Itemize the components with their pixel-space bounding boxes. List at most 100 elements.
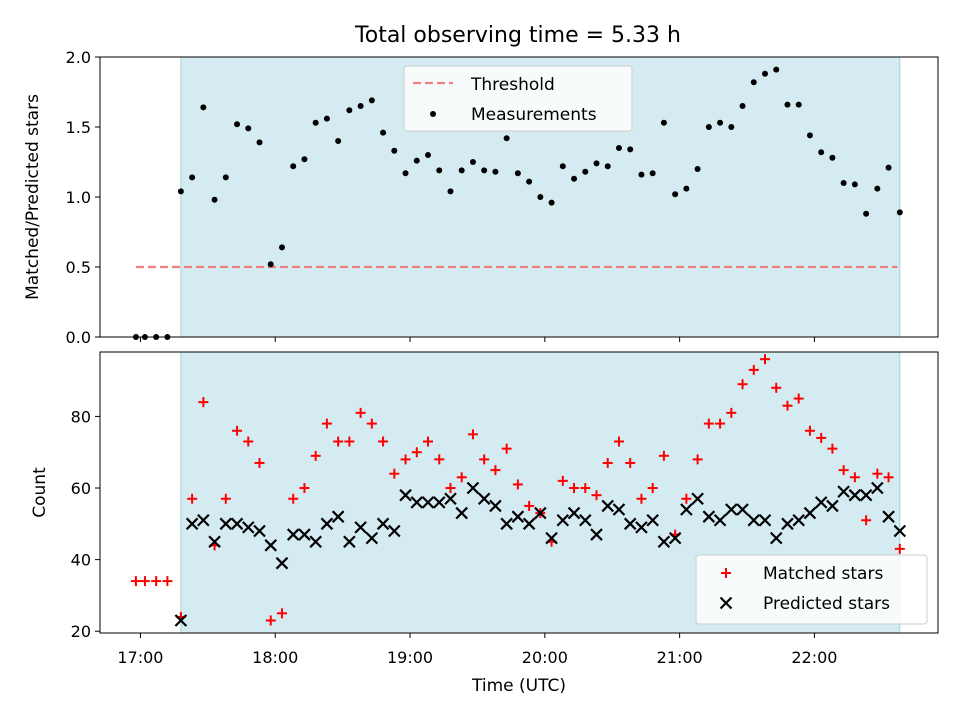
measurement-point	[200, 104, 207, 111]
predicted-star-point	[814, 496, 828, 509]
measurement-point	[267, 261, 274, 268]
measurement-point	[245, 125, 252, 132]
measurement-point	[604, 163, 611, 170]
legend-matched-label: Matched stars	[763, 564, 883, 584]
measurement-point	[717, 119, 724, 126]
matched-star-point	[400, 454, 411, 465]
matched-star-point	[490, 465, 501, 476]
predicted-star-point	[736, 503, 749, 516]
predicted-star-point	[792, 513, 805, 527]
top-legend-box	[403, 65, 633, 132]
matched-star-point	[692, 454, 703, 465]
predicted-star-point	[680, 503, 693, 516]
measurement-point	[537, 194, 544, 200]
measurement-point	[795, 101, 802, 108]
bottom-y-tick-label: 20	[71, 622, 91, 641]
predicted-star-point	[410, 496, 424, 509]
predicted-star-point	[691, 492, 704, 506]
bottom-legend-box	[695, 554, 928, 625]
matched-star-point	[276, 608, 287, 619]
matched-star-point	[793, 393, 804, 404]
matched-star-point	[861, 515, 872, 526]
matched-star-point	[557, 475, 568, 486]
predicted-star-point	[668, 531, 682, 545]
top-y-tick-label: 0.5	[66, 258, 91, 277]
measurement-point	[851, 181, 858, 188]
measurement-point	[278, 244, 285, 251]
measurements-series	[132, 66, 903, 340]
matched-star-point	[636, 493, 647, 504]
measurement-point	[818, 149, 825, 156]
bottom-panel: 20 40 60 80 17:00 18:00 19:00 20:00 21:00 22:00 C…	[30, 351, 939, 696]
predicted-star-point	[534, 506, 547, 520]
measurement-point	[481, 167, 488, 174]
bottom-y-axis-label: Count	[30, 467, 50, 518]
matched-star-point	[816, 432, 827, 443]
predicted-star-point	[556, 513, 570, 527]
predicted-star-point	[500, 517, 513, 531]
top-legend: Threshold Measurements	[403, 65, 633, 132]
predicted-star-point	[657, 535, 671, 548]
matched-star-point	[411, 447, 422, 458]
predicted-star-point	[174, 614, 188, 627]
matched-star-point	[434, 454, 445, 465]
matched-star-point	[243, 436, 254, 447]
measurement-point	[784, 101, 791, 108]
predicted-star-point	[275, 556, 289, 570]
predicted-star-point	[489, 499, 502, 513]
measurement-point	[503, 135, 510, 142]
bottom-y-tick-label: 80	[71, 407, 91, 426]
measurement-point	[177, 188, 184, 195]
predicted-star-point	[769, 531, 783, 545]
matched-star-point	[310, 450, 321, 461]
x-tick-label: 20:00	[522, 648, 568, 667]
measurement-point	[368, 97, 375, 104]
predicted-star-point	[758, 513, 772, 527]
matched-star-point	[389, 468, 400, 479]
predicted-star-point	[185, 517, 199, 531]
predicted-star-point	[882, 510, 895, 523]
measurement-point	[436, 167, 443, 174]
matched-star-point	[254, 457, 265, 468]
measurement-point	[346, 107, 353, 114]
predicted-star-point	[432, 496, 446, 509]
predicted-star-point	[331, 510, 345, 523]
top-y-tick-label: 1.5	[66, 118, 91, 137]
measurement-point	[739, 103, 746, 109]
matched-star-point	[748, 364, 759, 375]
matched-star-point	[366, 418, 377, 429]
predicted-star-point	[208, 535, 221, 548]
predicted-star-point	[298, 528, 311, 541]
measurement-point	[582, 168, 589, 175]
matched-star-point	[760, 354, 771, 365]
predicted-star-point	[837, 485, 850, 498]
measurement-point	[380, 129, 387, 136]
predicted-star-point	[343, 535, 356, 548]
matched-star-point	[849, 472, 860, 483]
measurement-point	[660, 119, 667, 126]
predicted-star-point	[646, 513, 659, 527]
matched-star-point	[524, 500, 535, 511]
matched-star-point	[804, 425, 815, 436]
measurement-point	[189, 174, 196, 181]
x-axis-label: Time (UTC)	[471, 676, 566, 696]
matched-star-point	[883, 472, 894, 483]
measurement-point	[290, 163, 297, 170]
matched-star-point	[130, 576, 141, 587]
measurement-point	[627, 146, 634, 153]
matched-star-point	[139, 576, 150, 587]
legend-measurements-swatch	[430, 111, 436, 117]
predicted-star-point	[320, 517, 334, 531]
matched-star-point	[479, 454, 490, 465]
matched-star-point	[569, 483, 580, 494]
measurement-point	[874, 185, 881, 192]
matched-star-point	[737, 379, 748, 390]
matched-star-point	[288, 493, 299, 504]
measurement-point	[649, 170, 656, 177]
matched-star-point	[299, 483, 310, 494]
measurement-point	[335, 138, 342, 144]
predicted-star-point	[242, 521, 255, 534]
matched-star-point	[456, 472, 467, 483]
matched-star-point	[580, 483, 591, 494]
predicted-star-point	[803, 506, 817, 520]
